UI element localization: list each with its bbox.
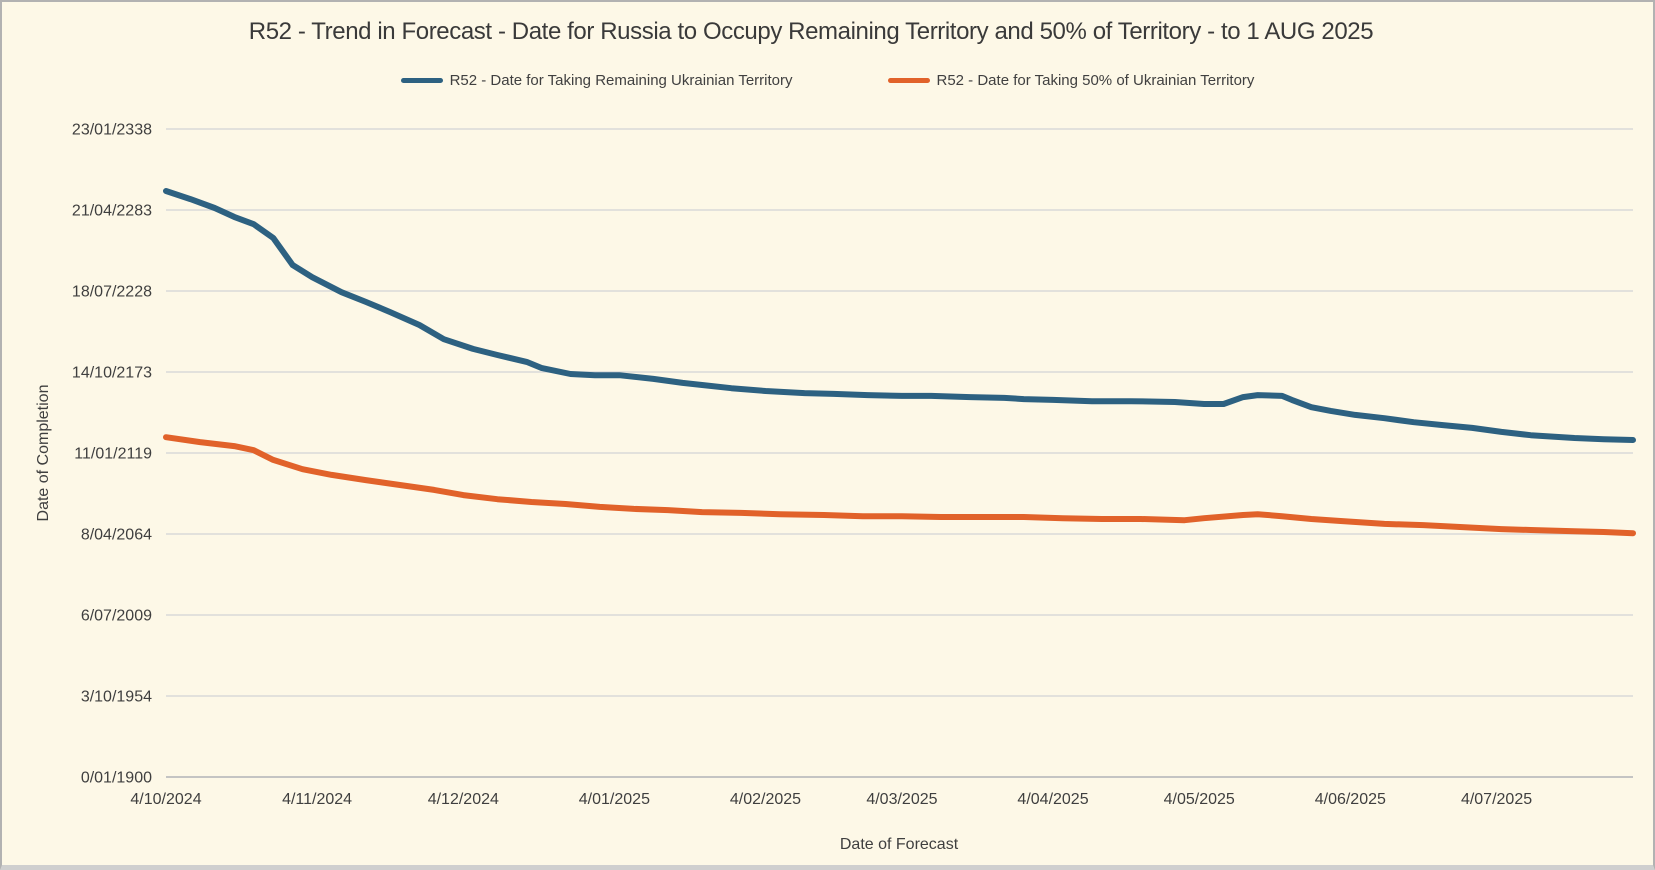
legend-label-50pct-territory: R52 - Date for Taking 50% of Ukrainian T… (936, 72, 1255, 89)
legend-swatch-remaining-territory (400, 78, 443, 83)
x-tick-label: 4/05/2025 (1164, 791, 1235, 808)
chart-title: R52 - Trend in Forecast - Date for Russi… (248, 18, 1374, 45)
x-tick-label: 4/10/2024 (130, 791, 201, 808)
y-axis-tick-labels: 23/01/2338 21/04/2283 18/07/2228 14/10/2173… (72, 122, 152, 787)
legend-label-remaining-territory: R52 - Date for Taking Remaining Ukrainia… (449, 72, 793, 89)
x-tick-label: 4/07/2025 (1461, 791, 1532, 808)
x-tick-label: 4/12/2024 (428, 791, 499, 808)
legend-item-50pct-territory[interactable]: R52 - Date for Taking 50% of Ukrainian T… (887, 72, 1255, 89)
gridlines (166, 128, 1633, 778)
series-line-remaining-territory[interactable] (163, 188, 1636, 443)
y-tick-label: 23/01/2338 (72, 122, 152, 139)
x-tick-label: 4/06/2025 (1315, 791, 1386, 808)
legend-item-remaining-territory[interactable]: R52 - Date for Taking Remaining Ukrainia… (400, 72, 793, 89)
x-tick-label: 4/11/2024 (282, 791, 352, 808)
series-line-50pct-territory[interactable] (163, 434, 1636, 537)
y-axis-title: Date of Completion (35, 385, 52, 522)
y-tick-label: 6/07/2009 (81, 608, 152, 625)
x-tick-label: 4/02/2025 (730, 791, 801, 808)
y-tick-label: 18/07/2228 (72, 284, 152, 301)
y-tick-label: 11/01/2119 (74, 446, 152, 463)
legend: R52 - Date for Taking Remaining Ukrainia… (2, 72, 1653, 89)
legend-swatch-50pct-territory (887, 78, 930, 83)
x-axis-tick-labels: 4/10/2024 4/11/2024 4/12/2024 4/01/2025 4/02… (130, 791, 1532, 808)
x-tick-label: 4/04/2025 (1017, 791, 1088, 808)
y-tick-label: 14/10/2173 (72, 365, 152, 382)
y-tick-label: 8/04/2064 (81, 527, 152, 544)
x-tick-label: 4/03/2025 (866, 791, 937, 808)
y-tick-label: 3/10/1954 (81, 689, 152, 706)
y-tick-label: 0/01/1900 (81, 770, 152, 787)
x-axis-title: Date of Forecast (840, 836, 959, 853)
x-tick-label: 4/01/2025 (579, 791, 650, 808)
y-tick-label: 21/04/2283 (72, 203, 152, 220)
